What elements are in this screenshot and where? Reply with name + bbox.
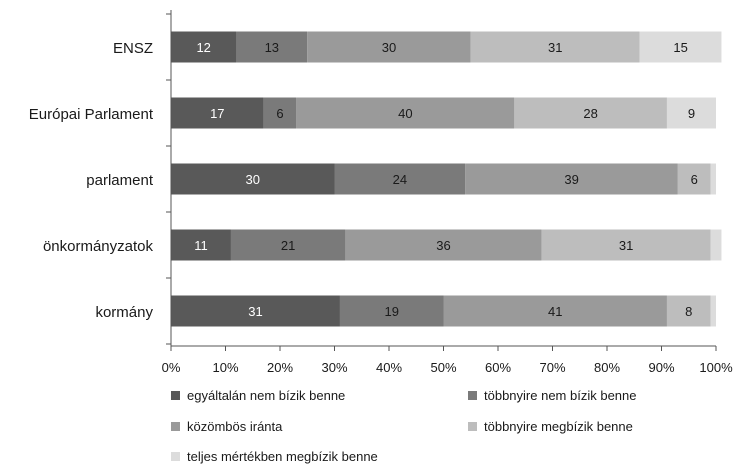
bar-segment [171,31,237,63]
data-label: 12 [196,40,210,55]
legend-swatch [468,422,477,431]
legend-swatch [171,452,180,461]
bar-segment [677,163,711,195]
data-label: 17 [210,106,224,121]
bar-segment [639,31,722,63]
data-label: 15 [673,40,687,55]
bar-segment [345,229,542,261]
bar-segment [296,97,515,129]
x-tick-label: 50% [430,360,456,375]
data-label: 28 [583,106,597,121]
legend-label: többnyire nem bízik benne [484,388,636,403]
bar-segment [710,163,716,195]
legend-swatch [171,422,180,431]
bar-segment [666,97,716,129]
data-label: 41 [548,304,562,319]
bar-segment [541,229,711,261]
x-tick-label: 30% [321,360,347,375]
bar-segment [514,97,667,129]
x-tick-label: 10% [212,360,238,375]
data-label: 31 [619,238,633,253]
legend-swatch [171,391,180,400]
data-label: 31 [248,304,262,319]
legend: egyáltalán nem bízik benne többnyire nem … [171,388,636,464]
bar-segment [171,97,264,129]
axes-layer: ENSZ Európai Parlament parlament önkormányz… [29,10,733,375]
bar-segment [307,31,471,63]
data-label: 24 [393,172,407,187]
data-label: 9 [688,106,695,121]
category-label: ENSZ [113,40,153,57]
bar-segment [443,295,667,327]
bar-segment [710,229,722,261]
bar-segment [465,163,678,195]
data-label: 39 [564,172,578,187]
legend-label: többnyire megbízik benne [484,419,633,434]
legend-label: közömbös iránta [187,419,283,434]
legend-label: teljes mértékben megbízik benne [187,449,378,464]
data-label: 11 [194,238,208,253]
legend-label: egyáltalán nem bízik benne [187,388,345,403]
category-label: Európai Parlament [29,106,154,123]
data-label: 21 [281,238,295,253]
data-label: 6 [276,106,283,121]
category-label: önkormányzatok [43,238,154,255]
data-label: 36 [436,238,450,253]
data-label: 40 [398,106,412,121]
data-label: 13 [265,40,279,55]
bar-segment [470,31,640,63]
data-label: 30 [246,172,260,187]
bar-segment [666,295,711,327]
x-tick-label: 60% [485,360,511,375]
legend-swatch [468,391,477,400]
x-tick-label: 80% [594,360,620,375]
x-tick-label: 90% [648,360,674,375]
data-labels-layer: 12 13 30 31 15 17 6 40 28 9 30 24 39 6 11 21 36 31 31 19 41 8 [194,40,698,319]
x-tick-label: 100% [699,360,733,375]
data-label: 31 [548,40,562,55]
bar-segment [171,229,231,261]
bar-segment [263,97,297,129]
data-label: 30 [382,40,396,55]
data-label: 6 [691,172,698,187]
bar-segment [236,31,308,63]
category-label: kormány [95,304,153,321]
bar-segment [710,295,716,327]
category-label: parlament [86,172,154,189]
x-tick-label: 20% [267,360,293,375]
bar-segment [171,163,335,195]
bar-segment [230,229,346,261]
data-label: 19 [384,304,398,319]
bars-layer [171,31,722,327]
bar-segment [171,295,340,327]
x-tick-label: 0% [162,360,181,375]
data-label: 8 [685,304,692,319]
bar-segment [339,295,444,327]
x-tick-label: 40% [376,360,402,375]
x-tick-label: 70% [539,360,565,375]
bar-segment [334,163,466,195]
